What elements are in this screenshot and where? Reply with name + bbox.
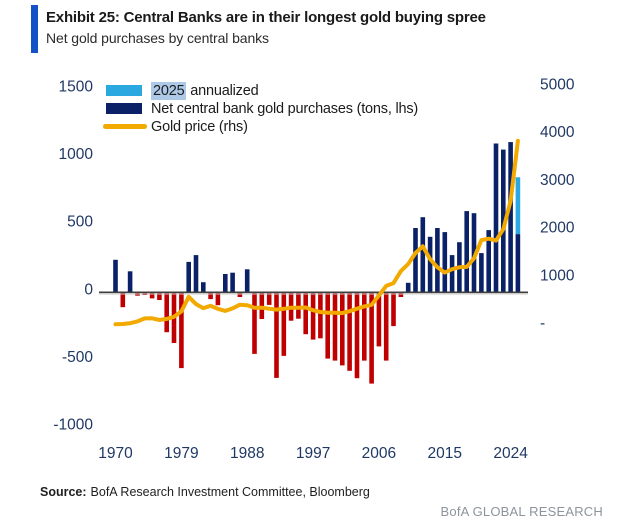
bar-1972 <box>127 271 133 293</box>
bar-2007 <box>383 292 389 361</box>
right-axis-tick: 5000 <box>540 77 575 94</box>
brand-text: BofA GLOBAL RESEARCH <box>440 504 603 519</box>
source-label: Source: <box>40 485 87 499</box>
legend-item-gold-price: Gold price (rhs) <box>103 118 248 135</box>
x-axis-tick: 1970 <box>98 445 133 462</box>
bar-2025-annualized-segment <box>515 177 521 235</box>
bar-2025 <box>515 234 521 293</box>
left-axis-tick: 1500 <box>59 78 94 95</box>
bar-1981 <box>193 255 199 293</box>
right-axis-tick: 1000 <box>540 267 575 284</box>
exhibit-subtitle: Net gold purchases by central banks <box>46 30 269 46</box>
bar-1975 <box>149 292 155 299</box>
bar-1980 <box>186 261 191 293</box>
bar-2019 <box>471 213 477 293</box>
bar-2016 <box>449 255 455 293</box>
bar-1977 <box>164 292 169 333</box>
bar-2015 <box>442 232 448 293</box>
bar-1982 <box>201 282 206 293</box>
legend-label-gold-price: Gold price (rhs) <box>151 118 248 135</box>
bar-2006 <box>376 292 382 347</box>
bar-1979 <box>179 292 184 369</box>
bar-2020 <box>479 253 484 293</box>
bar-1993 <box>281 292 287 356</box>
legend-swatch-annualized-icon <box>106 85 142 96</box>
bar-2024 <box>508 142 513 293</box>
bar-1989 <box>252 292 257 354</box>
bar-1992 <box>274 292 279 378</box>
bar-1990 <box>259 292 265 319</box>
right-axis-tick: 2000 <box>540 220 575 237</box>
bar-1970 <box>113 259 118 293</box>
x-axis-tick: 2024 <box>493 445 528 462</box>
right-axis-tick: - <box>540 315 545 332</box>
bar-1991 <box>266 292 272 305</box>
source-line: Source: BofA Research Investment Committe… <box>40 485 370 499</box>
bar-2012 <box>420 217 426 293</box>
bar-1976 <box>157 292 162 300</box>
left-axis-tick: 1000 <box>59 146 94 163</box>
bar-2023 <box>501 149 506 293</box>
bar-1997 <box>310 292 316 340</box>
bar-2001 <box>340 292 345 366</box>
bar-2022 <box>493 143 499 293</box>
x-axis-tick: 2015 <box>428 445 462 462</box>
bar-2003 <box>354 292 360 379</box>
x-axis-tick: 2006 <box>362 445 396 462</box>
bar-2008 <box>391 292 396 327</box>
legend-2025-highlight: 2025 <box>151 81 187 100</box>
title-accent-bar <box>31 5 38 53</box>
bar-2002 <box>347 292 352 371</box>
bar-2004 <box>362 292 367 361</box>
bar-1971 <box>120 292 126 308</box>
left-axis-tick: -500 <box>62 349 93 366</box>
bar-2009 <box>398 292 404 297</box>
left-axis-tick: -1000 <box>53 417 93 434</box>
bar-2013 <box>427 236 433 293</box>
legend-item-2025-annualized: 2025 annualized <box>103 81 259 100</box>
bar-2018 <box>464 211 469 293</box>
bar-2005 <box>369 292 374 384</box>
legend-swatch-net-purchases-icon <box>106 103 142 114</box>
bar-2021 <box>486 230 491 293</box>
right-axis-tick: 3000 <box>540 172 575 189</box>
bar-2014 <box>435 228 440 293</box>
bar-1987 <box>237 292 243 297</box>
left-axis-tick: 500 <box>67 214 93 231</box>
right-axis-tick: 4000 <box>540 124 575 141</box>
bar-1998 <box>318 292 323 339</box>
exhibit-title: Exhibit 25: Central Banks are in their l… <box>46 9 486 26</box>
source-text: BofA Research Investment Committee, Bloo… <box>90 485 370 499</box>
bar-1985 <box>223 274 228 293</box>
bar-2011 <box>413 228 418 293</box>
bar-1996 <box>303 292 308 335</box>
left-axis-tick: 0 <box>84 281 93 298</box>
legend-label-net-purchases: Net central bank gold purchases (tons, l… <box>151 100 419 117</box>
x-axis-tick: 1997 <box>296 445 330 462</box>
x-axis-tick: 1988 <box>230 445 264 462</box>
legend-label-2025-annualized: 2025 annualized <box>151 81 259 100</box>
bar-1986 <box>230 272 235 293</box>
bar-1999 <box>325 292 330 359</box>
legend-label-annualized-rest: annualized <box>186 82 259 99</box>
bar-1988 <box>244 269 250 293</box>
gold-price-line <box>113 138 520 327</box>
x-axis-tick: 1979 <box>164 445 198 462</box>
bar-1983 <box>208 292 213 300</box>
bar-2000 <box>332 292 338 361</box>
bar-1984 <box>215 292 221 306</box>
legend-item-net-purchases: Net central bank gold purchases (tons, l… <box>103 100 418 117</box>
bar-1995 <box>296 292 301 319</box>
legend-swatch-gold-line-icon <box>103 124 147 129</box>
bar-2010 <box>405 282 411 293</box>
